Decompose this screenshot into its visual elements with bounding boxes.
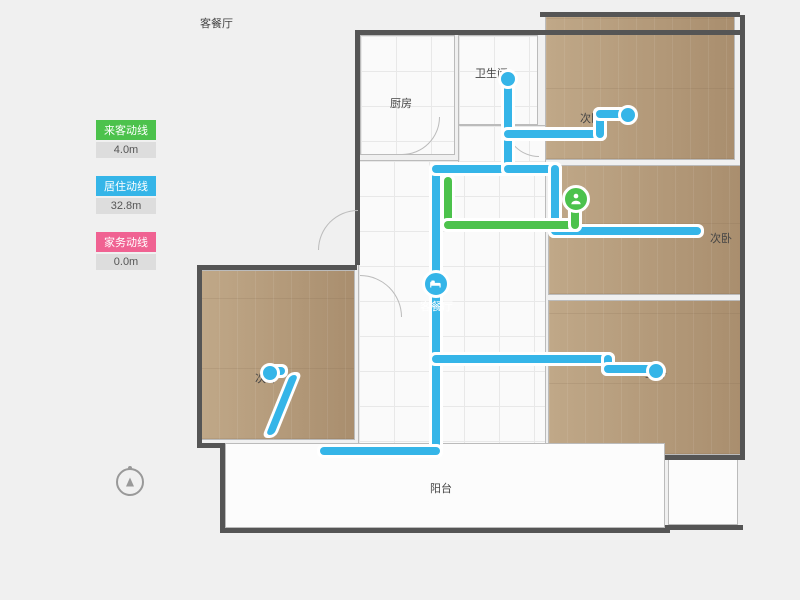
path-segment xyxy=(432,165,512,173)
room-label-balcony: 阳台 xyxy=(430,480,452,496)
legend-value: 4.0m xyxy=(96,142,156,158)
wall-segment xyxy=(355,30,745,35)
wall-segment xyxy=(197,265,202,445)
path-segment xyxy=(444,221,579,229)
wall-segment xyxy=(665,525,743,530)
path-node-n2 xyxy=(498,69,518,89)
wall-segment xyxy=(540,12,740,17)
legend-item-living: 居住动线 32.8m xyxy=(96,176,156,214)
wall-segment xyxy=(665,455,743,460)
legend-label: 家务动线 xyxy=(96,232,156,252)
path-node-person_node xyxy=(562,185,590,213)
path-node-n1 xyxy=(260,363,280,383)
wall-segment xyxy=(197,265,357,270)
room-label-bedroom2b: 次卧 xyxy=(710,230,732,246)
wall-segment xyxy=(220,443,225,533)
path-segment xyxy=(320,447,440,455)
node-label-living_node: 客餐厅 xyxy=(420,298,453,314)
room-label-kitchen: 厨房 xyxy=(390,95,412,111)
room-label-living: 客餐厅 xyxy=(200,15,233,31)
legend-item-guest: 来客动线 4.0m xyxy=(96,120,156,158)
path-segment xyxy=(432,355,612,363)
path-node-n5 xyxy=(646,361,666,381)
room-balcony_r xyxy=(668,455,738,525)
legend-value: 32.8m xyxy=(96,198,156,214)
legend-value: 0.0m xyxy=(96,254,156,270)
compass-icon xyxy=(116,468,144,496)
door-arc xyxy=(318,210,358,250)
legend: 来客动线 4.0m 居住动线 32.8m 家务动线 0.0m xyxy=(96,120,156,288)
legend-label: 来客动线 xyxy=(96,120,156,140)
path-segment xyxy=(504,75,512,173)
legend-item-housework: 家务动线 0.0m xyxy=(96,232,156,270)
path-segment xyxy=(504,130,604,138)
path-node-living_node xyxy=(422,270,450,298)
wall-segment xyxy=(220,528,670,533)
legend-label: 居住动线 xyxy=(96,176,156,196)
path-node-n3 xyxy=(618,105,638,125)
floorplan: 厨房卫生间次卧次卧主卧次卧客餐厅阳台客餐厅 xyxy=(200,15,760,575)
wall-segment xyxy=(740,15,745,460)
